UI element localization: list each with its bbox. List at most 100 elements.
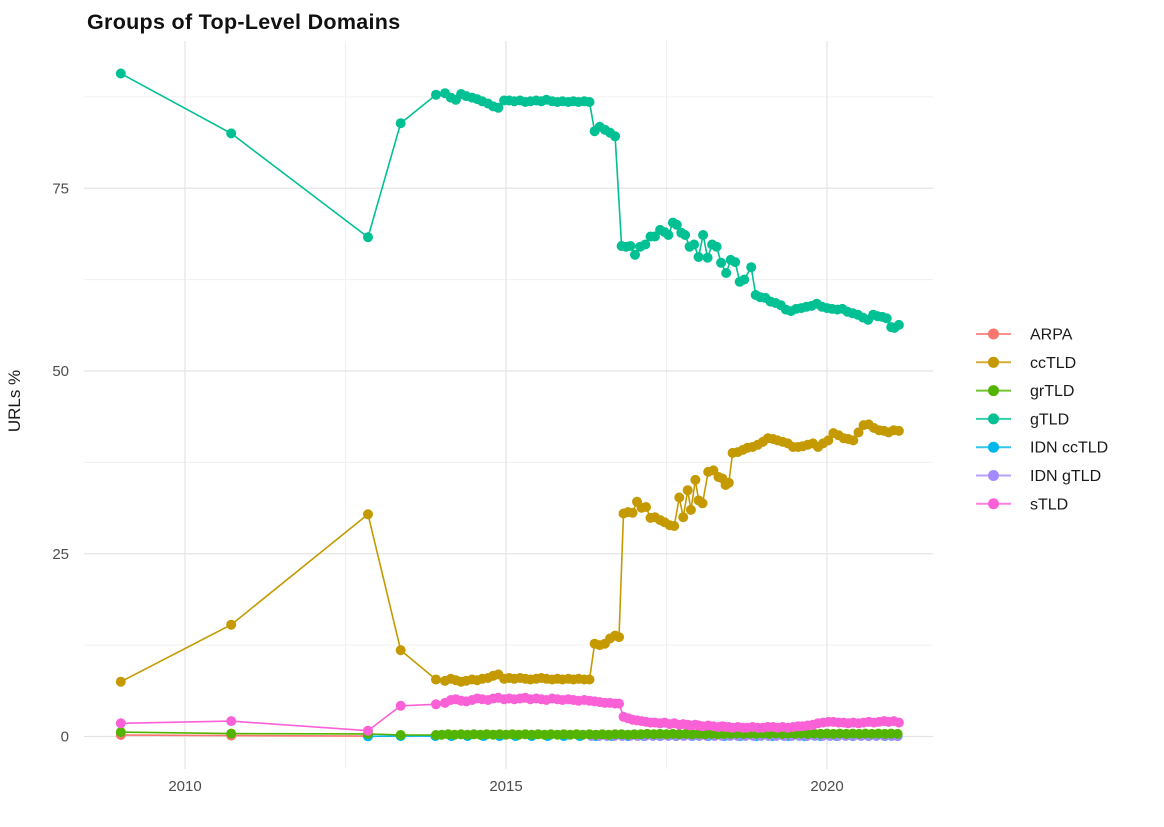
data-point (630, 249, 640, 260)
data-point (226, 619, 237, 630)
data-point (711, 241, 722, 252)
data-point (363, 509, 373, 520)
data-point (584, 674, 595, 685)
legend-label: sTLD (1030, 496, 1068, 513)
data-point (690, 474, 701, 485)
data-point (363, 725, 373, 736)
data-point (674, 492, 685, 503)
data-point (625, 241, 636, 251)
data-point (226, 728, 237, 739)
data-point (115, 68, 126, 79)
data-point (226, 128, 237, 139)
series-cctld (115, 419, 904, 687)
legend-item-stld: sTLD (976, 496, 1068, 513)
data-point (853, 427, 864, 438)
series-gtld (115, 68, 904, 333)
data-point (663, 230, 674, 240)
series-stld (115, 692, 904, 736)
legend-key-dot (988, 441, 999, 453)
series-line (120, 734, 369, 737)
x-tick-label: 2010 (168, 778, 201, 795)
legend-label: ccTLD (1030, 355, 1076, 372)
x-axis-tick-labels: 2010 2015 2020 (168, 778, 843, 795)
data-point (395, 730, 406, 740)
data-point (848, 435, 859, 446)
y-tick-label: 0 (61, 729, 69, 746)
legend: ARPA ccTLD grTLD gTLD IDN ccTLD IDN gTLD sTLD (976, 327, 1108, 513)
data-point (226, 716, 237, 727)
data-point (697, 498, 708, 509)
legend-label: IDN ccTLD (1030, 440, 1108, 457)
major-gridlines (84, 41, 933, 769)
chart-title: Groups of Top-Level Domains (87, 10, 401, 34)
legend-item-cctld: ccTLD (976, 355, 1076, 372)
legend-item-idn-gtld: IDN gTLD (976, 468, 1101, 485)
series-line (120, 72, 900, 329)
data-series-layer (115, 68, 904, 742)
x-tick-label: 2015 (489, 778, 522, 795)
data-point (395, 700, 406, 711)
data-point (693, 252, 704, 262)
series-line (120, 423, 900, 683)
legend-label: gTLD (1030, 411, 1069, 428)
y-tick-label: 50 (52, 363, 69, 380)
legend-item-idn-cctld: IDN ccTLD (976, 440, 1108, 457)
data-point (669, 521, 680, 531)
data-point (115, 676, 126, 687)
data-point (363, 232, 373, 243)
y-axis-title: URLs % (5, 370, 24, 432)
data-point (746, 262, 757, 273)
y-tick-label: 25 (52, 546, 69, 563)
data-point (671, 219, 682, 230)
legend-key-dot (988, 498, 999, 510)
y-axis-tick-labels: 0 25 50 75 (52, 180, 69, 745)
legend-label: IDN gTLD (1030, 468, 1101, 485)
legend-key-dot (988, 470, 999, 481)
data-point (395, 118, 406, 129)
data-point (641, 502, 651, 512)
y-tick-label: 75 (52, 180, 69, 197)
data-point (689, 239, 700, 250)
legend-item-grtld: grTLD (976, 383, 1074, 400)
data-point (584, 97, 595, 107)
legend-label: grTLD (1030, 383, 1074, 400)
legend-key-dot (988, 328, 999, 340)
data-point (893, 319, 904, 330)
data-point (431, 699, 441, 710)
legend-key-dot (988, 385, 999, 397)
data-point (739, 274, 750, 285)
data-point (493, 102, 504, 113)
minor-gridlines (84, 41, 933, 769)
data-point (431, 674, 441, 685)
data-point (431, 89, 441, 100)
data-point (610, 131, 621, 142)
legend-item-arpa: ARPA (976, 327, 1073, 344)
data-point (881, 313, 892, 324)
data-point (721, 268, 732, 278)
data-point (115, 718, 126, 729)
data-point (395, 645, 406, 656)
legend-label: ARPA (1030, 327, 1073, 344)
data-point (680, 230, 691, 240)
legend-key-dot (988, 356, 999, 368)
data-point (678, 512, 689, 523)
data-point (698, 230, 709, 240)
data-point (640, 239, 651, 250)
data-point (723, 477, 734, 488)
data-point (730, 257, 741, 268)
data-point (627, 507, 638, 518)
legend-key-dot (988, 413, 999, 425)
x-tick-label: 2020 (810, 778, 843, 795)
data-point (893, 717, 904, 728)
data-point (702, 252, 713, 263)
data-point (682, 485, 693, 496)
data-point (823, 435, 834, 446)
data-point (893, 425, 904, 436)
data-point (716, 257, 727, 268)
data-point (685, 504, 696, 515)
series-arpa (115, 730, 373, 742)
data-point (614, 698, 624, 709)
data-point (115, 727, 126, 738)
